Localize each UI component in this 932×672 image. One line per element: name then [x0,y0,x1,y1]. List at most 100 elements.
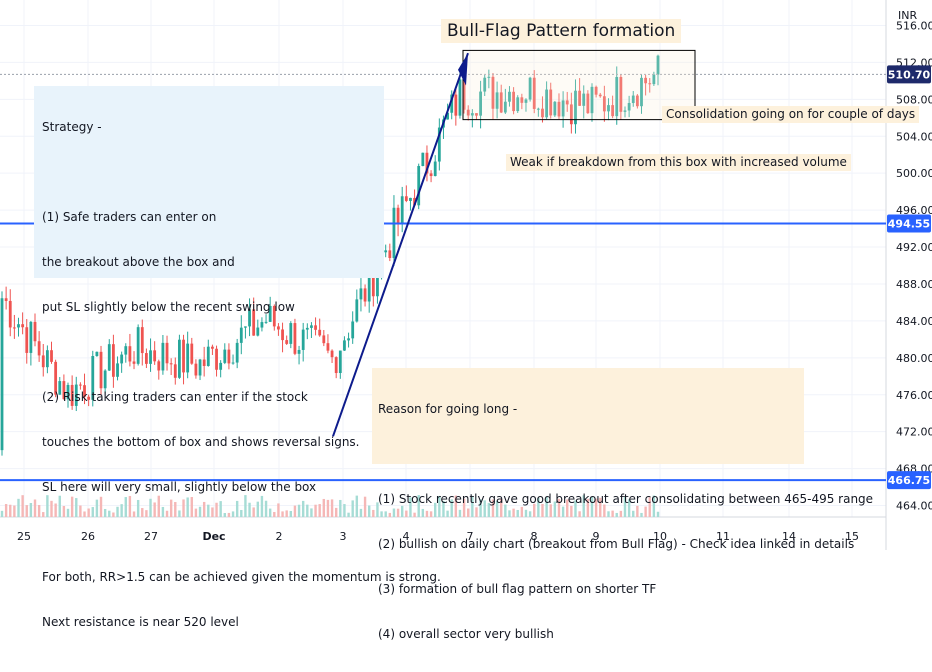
volume-bar [557,498,561,517]
volume-bar [306,504,309,517]
reason-line: Reason for going long - [378,402,518,416]
volume-bar [512,508,515,517]
volume-bar [590,496,594,517]
candle-body [491,76,495,109]
volume-bar [256,501,259,517]
candle-body [99,351,103,389]
candle-body [252,309,256,336]
reason-note: Reason for going long - (1) Stock recent… [372,368,873,641]
x-tick-label: 2 [276,530,283,543]
volume-bar [190,497,193,517]
volume-bar [108,510,111,517]
y-tick-label: 472.00 [896,426,932,439]
volume-bar [91,507,94,517]
strategy-line: put SL slightly below the recent swing l… [42,300,295,314]
volume-bar [132,511,136,517]
x-tick-label: 8 [531,530,538,543]
candle-body [404,196,408,201]
candle-body [248,309,251,327]
volume-bar [619,510,623,517]
y-tick-label: 464.00 [896,500,932,513]
candle-body [54,361,58,395]
volume-bar [13,505,16,517]
volume-bar [79,505,82,517]
candle-body [145,353,148,364]
volume-bar [301,500,305,517]
volume-bar [623,496,627,517]
consolidation-box [462,49,696,121]
candle-body [644,77,648,84]
volume-bar [37,505,41,517]
volume-bar [615,512,618,517]
volume-bar [417,495,420,517]
candle-body [413,197,416,206]
volume-bar [652,495,656,517]
candle-body [367,261,371,302]
volume-bar [326,499,330,517]
candle-body [153,350,157,362]
consolidation-note: Consolidation going on for couple of day… [662,106,920,123]
reason-line: (4) overall sector very bullish [378,627,554,641]
candle-body [149,350,152,364]
candle-body [17,324,20,328]
volume-bar [409,497,412,517]
volume-bar [582,495,585,517]
volume-bar [471,495,474,517]
volume-bar [611,510,614,517]
x-tick-label: 3 [340,530,347,543]
candle-body [140,327,144,354]
candle-body [376,271,379,297]
candle-body [388,250,392,258]
candle-body [384,250,388,253]
reason-line: (2) bullish on daily chart (breakout fro… [378,537,855,551]
volume-bar [479,499,482,517]
volume-bar [458,509,462,517]
y-tick-label: 500.00 [896,167,932,180]
candle-body [29,321,33,353]
candle-body [111,344,115,377]
volume-bar [508,510,511,517]
candle-body [165,342,169,364]
volume-bar [627,499,631,517]
candle-body [157,361,161,371]
candle-body [446,112,449,120]
candle-body [516,97,520,112]
strategy-line [42,345,376,360]
volume-bar [322,498,326,517]
strategy-line: the breakout above the box and [42,255,235,269]
volume-bar [454,495,458,517]
volume-bar [54,503,57,517]
volume-bar [570,505,573,517]
volume-bar [533,503,536,517]
candle-body [503,101,507,113]
volume-bar [202,501,206,517]
candle-body [450,94,454,113]
candle-body [462,79,466,110]
strategy-line [42,165,376,180]
volume-bar [516,509,519,517]
volume-bar [359,508,363,517]
volume-bar [537,497,540,517]
volume-bar [4,504,8,517]
y-tick-label: 492.00 [896,241,932,254]
candle-body [607,105,610,112]
volume-bar [165,510,169,517]
candle-body [227,349,231,364]
volume-bar [310,508,313,517]
volume-bar [632,510,635,517]
volume-bar [264,500,268,517]
y-tick-label: 476.00 [896,389,932,402]
candle-body [437,127,441,162]
y-tick-label: 496.00 [896,204,932,217]
volume-bar [157,495,160,517]
strategy-line: Next resistance is near 520 level [42,615,239,629]
volume-bar [363,496,367,517]
candle-body [371,261,375,297]
candle-body [41,355,45,368]
volume-bar [293,505,297,517]
candle-body [619,76,623,112]
candle-body [0,298,4,451]
y-tick-label: 480.00 [896,352,932,365]
volume-bar [586,498,590,517]
candle-body [194,363,198,376]
